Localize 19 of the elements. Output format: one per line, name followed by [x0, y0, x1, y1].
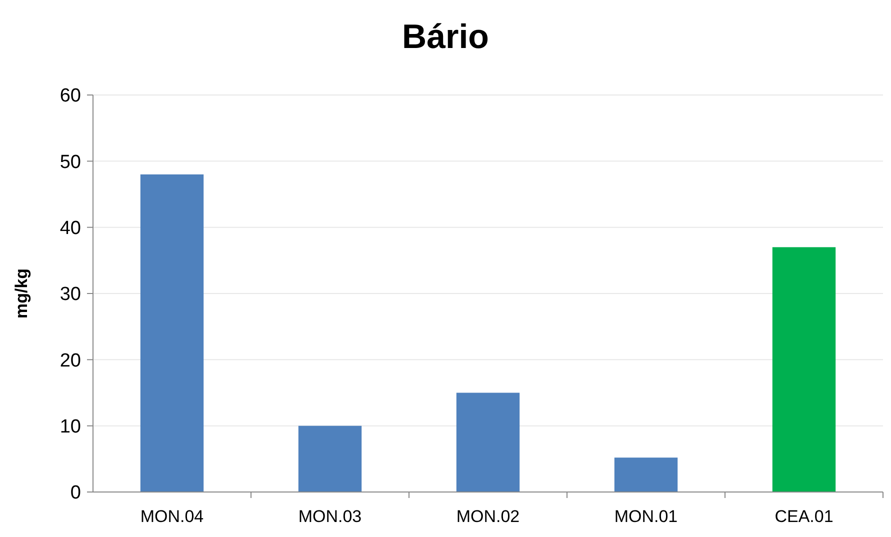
y-tick-label: 30	[60, 284, 81, 306]
y-axis-title: mg/kg	[12, 268, 31, 319]
x-tick-label: MON.04	[140, 507, 204, 526]
y-tick-label: 40	[60, 218, 81, 239]
x-tick-label: CEA.01	[774, 507, 834, 526]
bar	[140, 174, 204, 492]
y-tick-label: 20	[60, 350, 81, 372]
bar	[298, 426, 362, 492]
bar	[772, 247, 836, 492]
x-tick-label: MON.02	[456, 507, 520, 526]
y-tick-label: 50	[60, 152, 81, 173]
bar	[456, 392, 520, 492]
y-tick-label: 0	[70, 482, 81, 504]
x-tick-label: MON.03	[298, 507, 362, 526]
y-tick-label: 60	[60, 86, 81, 107]
y-tick-label: 10	[60, 416, 81, 438]
chart-title: Bário	[402, 18, 489, 56]
x-tick-label: MON.01	[614, 507, 678, 526]
bar	[614, 458, 678, 492]
